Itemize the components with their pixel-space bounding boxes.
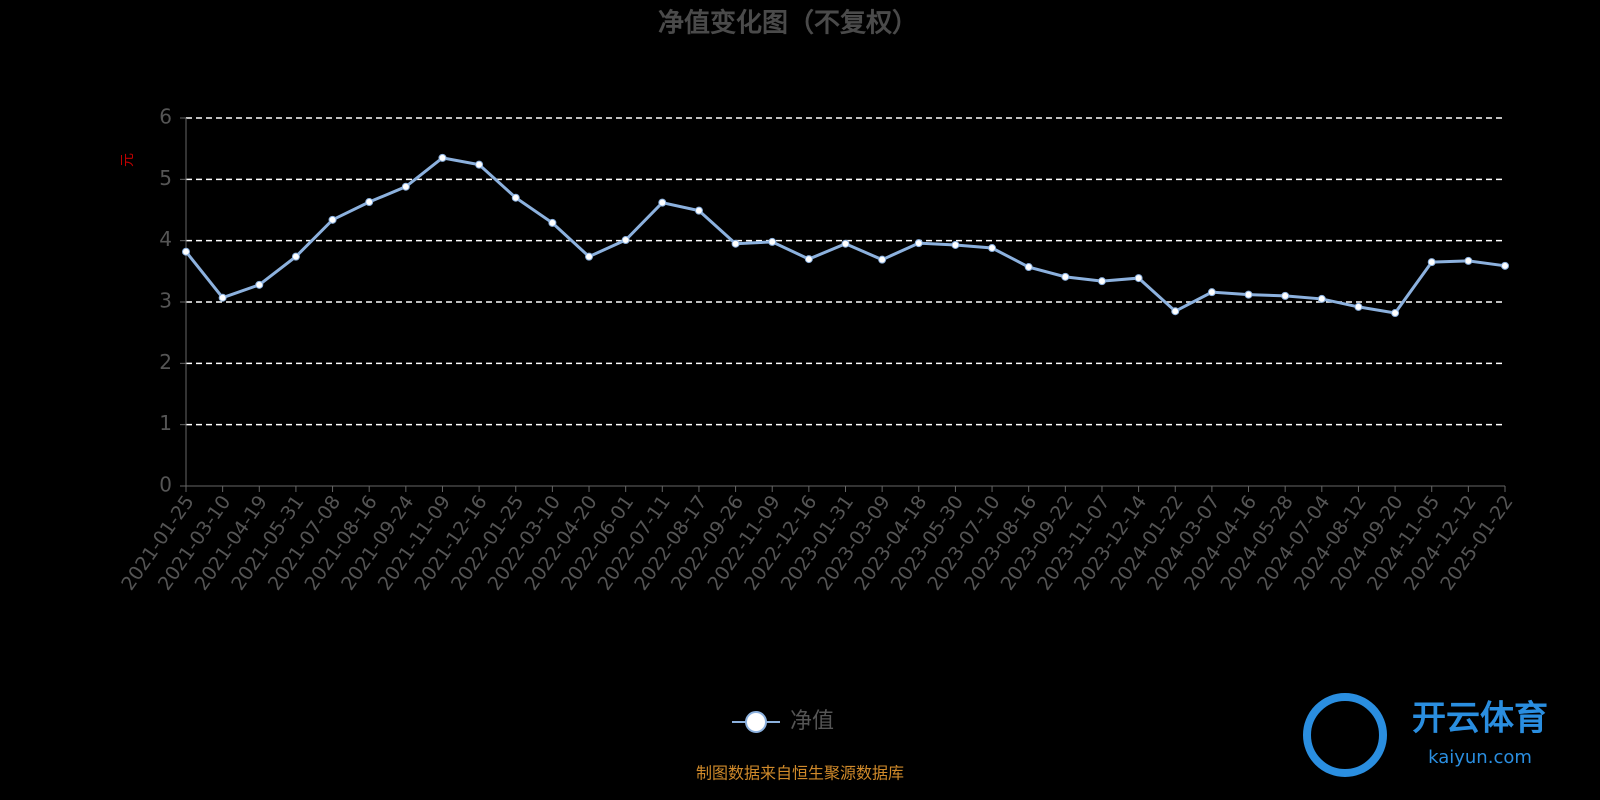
y-tick-label: 5 [159,166,172,190]
point [841,239,850,248]
point [291,252,300,261]
point [1464,256,1473,265]
point [658,198,667,207]
point [914,239,923,248]
point [548,218,557,227]
point [511,193,520,202]
point [401,182,410,191]
point [951,240,960,249]
point [1317,294,1326,303]
point [1207,288,1216,297]
y-tick-label: 6 [159,105,172,129]
y-tick-label: 3 [159,289,172,313]
point [1501,261,1509,270]
source-note: 制图数据来自恒生聚源数据库 [696,764,904,783]
y-tick-label: 0 [159,473,172,497]
point [1391,309,1400,318]
point [438,153,447,162]
point [1134,274,1143,283]
point [475,160,484,169]
point [1244,290,1253,299]
point [1171,307,1180,316]
point [328,215,337,224]
point [731,239,740,248]
y-tick-label: 1 [159,411,172,435]
point [804,255,813,264]
point [1061,272,1070,281]
y-tick-label: 4 [159,227,172,251]
y-axis-label: 元 [120,153,136,167]
point [255,280,264,289]
y-tick-label: 2 [159,350,172,374]
point [218,293,227,302]
point [694,206,703,215]
watermark-logo [1303,693,1387,777]
point [585,252,594,261]
watermark: 开云体育 [1412,699,1548,739]
point [182,247,190,256]
legend-label: 净值 [790,709,834,734]
point [878,255,887,264]
point [365,198,374,207]
point [768,237,777,246]
series-line [184,156,1506,315]
point [1097,277,1106,286]
chart-title: 净值变化图（不复权） [658,8,918,39]
point [1354,302,1363,311]
point [988,244,997,253]
point [1427,258,1436,267]
point [1024,263,1033,272]
legend-marker [745,711,767,733]
watermark: kaiyun.com [1428,747,1532,768]
point [1281,291,1290,300]
point [621,236,630,245]
